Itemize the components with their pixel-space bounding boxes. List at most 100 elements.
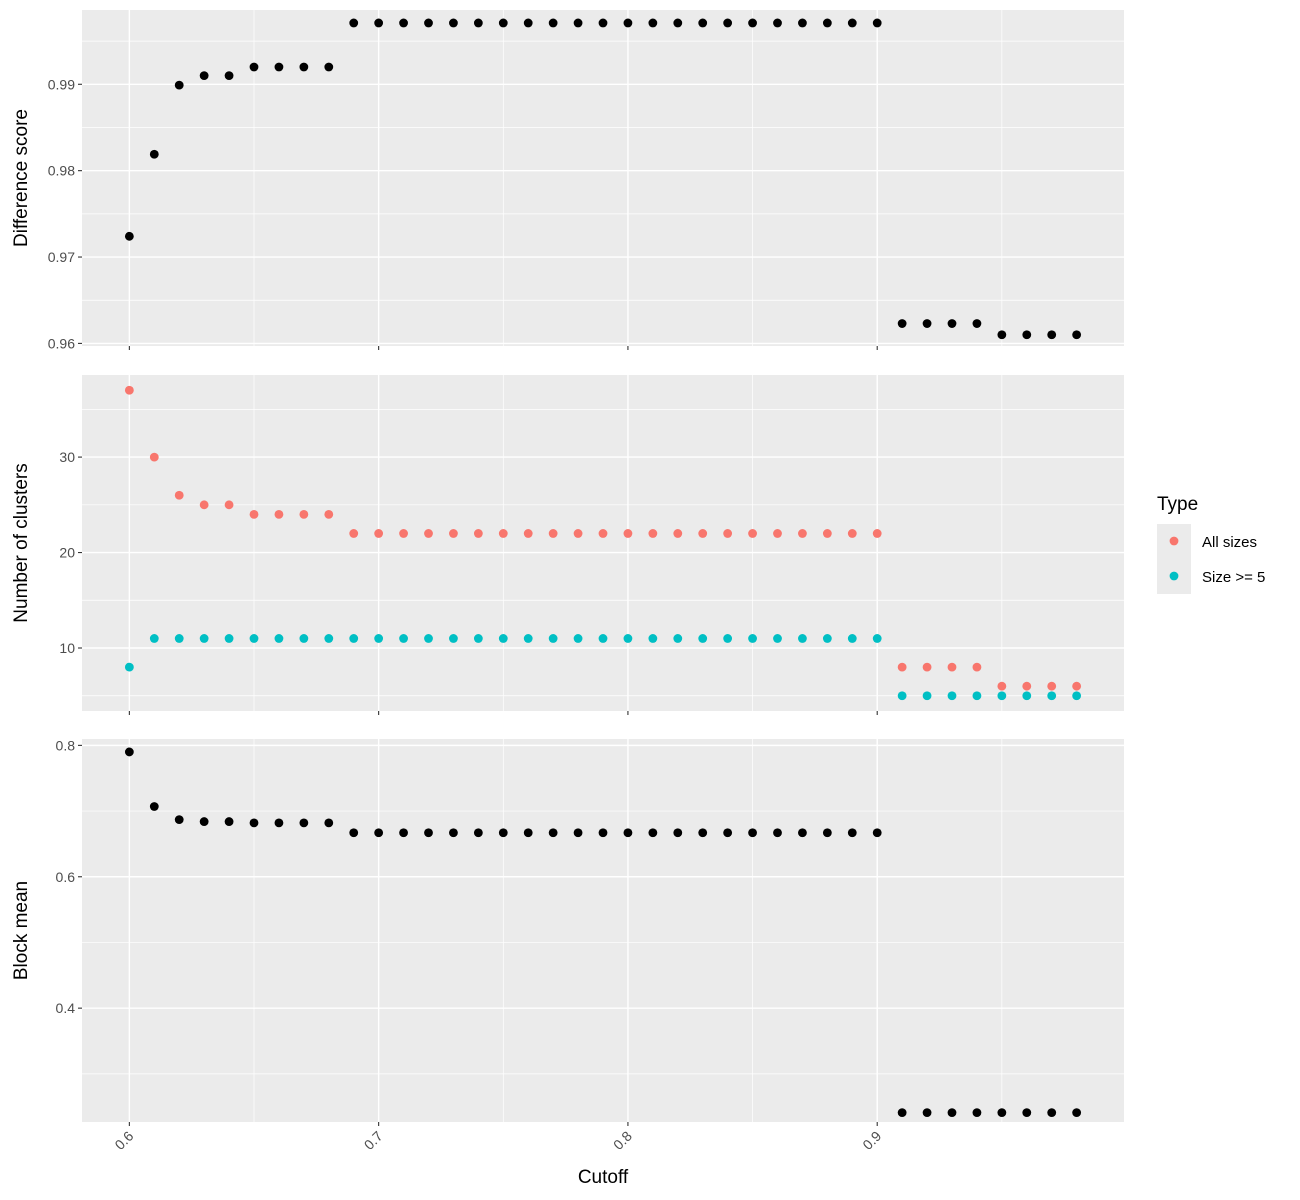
data-point-all-sizes [1022, 681, 1032, 691]
data-point [847, 828, 857, 838]
data-point-all-sizes [1072, 681, 1082, 691]
data-point-all-sizes [723, 529, 733, 538]
data-point [723, 828, 733, 838]
data-point [299, 62, 309, 72]
y-tick-label: 10 [59, 640, 75, 656]
data-point [124, 747, 134, 757]
data-point [199, 817, 209, 826]
data-point [374, 18, 384, 28]
data-point-size-5 [1072, 691, 1082, 701]
data-point [723, 18, 733, 28]
y-axis-title: Number of clusters [11, 463, 32, 622]
data-point [324, 818, 334, 828]
data-point-size-5 [249, 634, 259, 643]
data-point [1072, 1108, 1082, 1118]
data-point [174, 80, 184, 90]
data-point-all-sizes [822, 529, 832, 538]
data-point [598, 18, 608, 28]
legend-key-all-sizes [1169, 536, 1179, 546]
data-point [773, 828, 782, 838]
data-point [1022, 1108, 1032, 1118]
data-point [473, 828, 483, 838]
data-point-all-sizes [249, 509, 259, 519]
data-point-all-sizes [673, 529, 683, 538]
data-point-all-sizes [922, 662, 932, 672]
data-point [947, 1108, 957, 1118]
data-point-size-5 [773, 634, 782, 643]
x-tick-label: 0.7 [361, 1128, 386, 1153]
data-point [449, 828, 458, 838]
data-point [324, 62, 334, 72]
data-point-all-sizes [997, 681, 1007, 691]
data-point [498, 828, 508, 838]
data-point-all-sizes [872, 529, 882, 538]
data-point-size-5 [748, 634, 757, 643]
y-tick-label: 0.96 [48, 335, 75, 351]
data-point [748, 18, 757, 28]
data-point-size-5 [374, 634, 384, 643]
data-point-all-sizes [399, 529, 408, 538]
data-point-size-5 [324, 634, 334, 643]
data-point-size-5 [573, 634, 583, 643]
data-point [673, 18, 683, 28]
data-point [274, 62, 284, 72]
x-tick-label: 0.8 [610, 1128, 635, 1153]
data-point [149, 149, 159, 159]
data-point-all-sizes [548, 529, 558, 538]
data-point-all-sizes [449, 529, 458, 538]
data-point-all-sizes [972, 662, 982, 672]
data-point-size-5 [872, 634, 882, 643]
data-point-all-sizes [199, 500, 209, 510]
data-point-all-sizes [1047, 681, 1057, 691]
data-point-size-5 [822, 634, 832, 643]
data-point-all-sizes [847, 529, 857, 538]
data-point [498, 18, 508, 28]
data-point-size-5 [623, 634, 633, 643]
data-point-size-5 [673, 634, 683, 643]
data-point-size-5 [897, 691, 907, 701]
y-axis-title: Block mean [11, 881, 32, 980]
data-point-size-5 [274, 634, 284, 643]
data-point-size-5 [1047, 691, 1057, 701]
data-point [449, 18, 458, 28]
data-point-all-sizes [174, 490, 184, 500]
data-point [523, 828, 533, 838]
data-point [798, 18, 807, 28]
data-point-all-sizes [623, 529, 633, 538]
data-point [573, 828, 583, 838]
data-point [922, 1108, 932, 1118]
data-point-all-sizes [648, 529, 658, 538]
data-point-size-5 [199, 634, 209, 643]
panel-1: 0.96 0.97 0.98 0.99 Difference score [11, 10, 1124, 351]
panel-3: 0.4 0.6 0.8 Block mean [11, 737, 1124, 1126]
data-point-all-sizes [573, 529, 583, 538]
data-point-all-sizes [149, 452, 159, 462]
data-point [399, 18, 408, 28]
data-point-all-sizes [498, 529, 508, 538]
data-point-all-sizes [374, 529, 384, 538]
data-point [224, 817, 234, 826]
data-point-all-sizes [324, 509, 334, 519]
data-point-all-sizes [424, 529, 433, 538]
x-tick-label: 0.9 [859, 1128, 884, 1153]
data-point [174, 815, 184, 825]
data-point [249, 62, 259, 72]
data-point [698, 18, 708, 28]
y-axis-title: Difference score [11, 109, 32, 247]
legend-label-size-ge-5: Size >= 5 [1202, 569, 1265, 586]
data-point [872, 18, 882, 28]
data-point [199, 71, 209, 81]
legend-key-background [1157, 524, 1191, 594]
data-point [349, 18, 359, 28]
data-point-size-5 [523, 634, 533, 643]
data-point-all-sizes [299, 509, 309, 519]
data-point [299, 818, 309, 828]
y-tick-label: 0.8 [56, 737, 76, 753]
x-axis-title: Cutoff [578, 1167, 629, 1188]
data-point-size-5 [149, 634, 159, 643]
data-point [149, 802, 159, 811]
data-point [922, 319, 932, 328]
data-point [623, 828, 633, 838]
data-point-all-sizes [773, 529, 782, 538]
